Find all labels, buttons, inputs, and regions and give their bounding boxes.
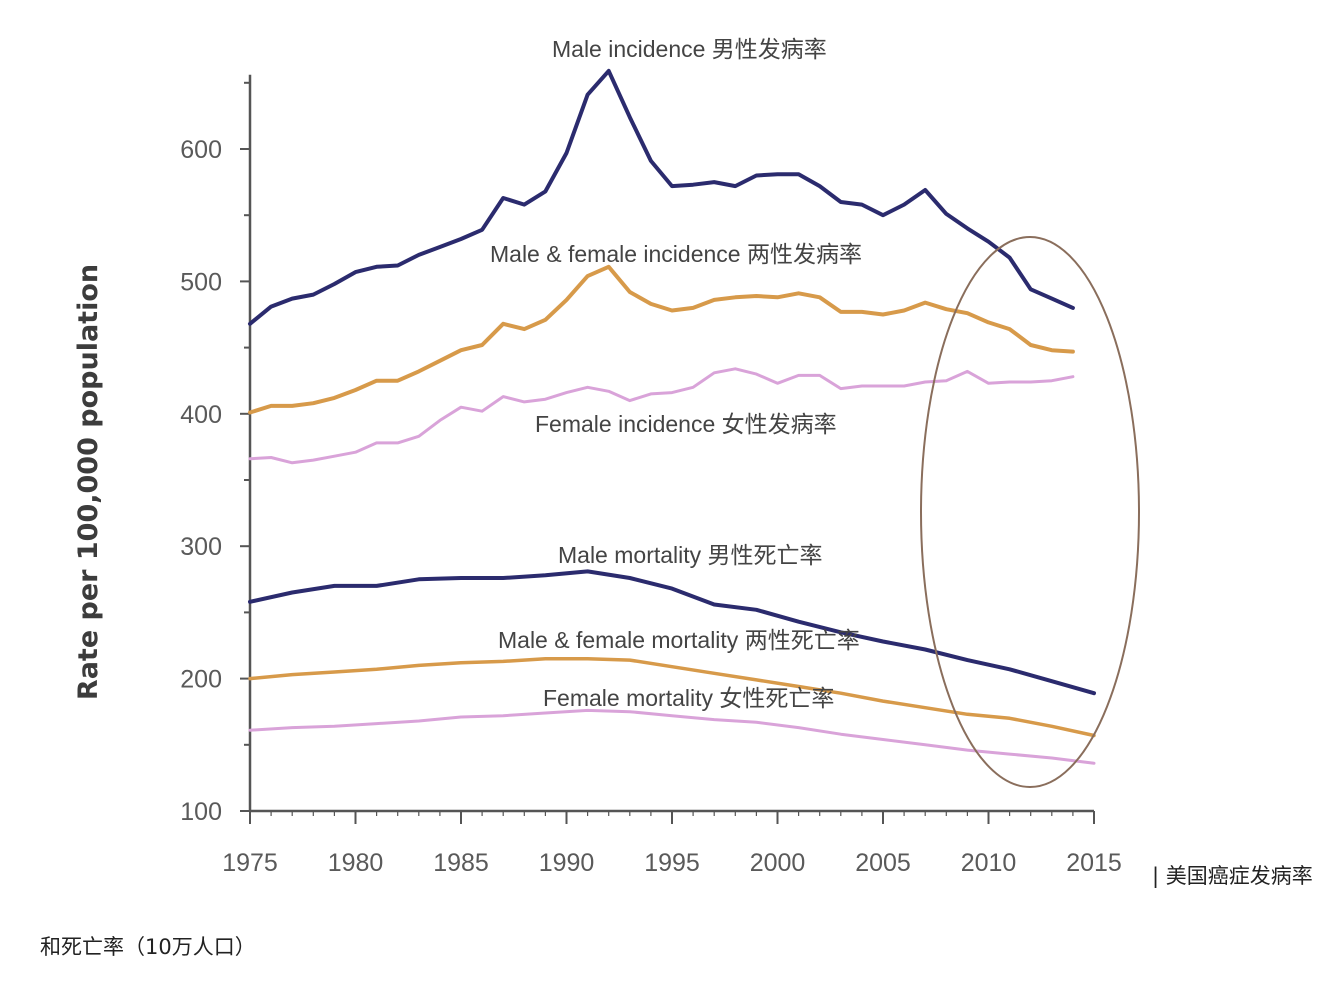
series-line-male-incidence [248, 68, 1075, 326]
x-tick-label: 1980 [328, 849, 384, 877]
x-tick-label: 2010 [961, 849, 1017, 877]
y-tick-label: 600 [180, 136, 222, 164]
series-line-both-incidence [248, 264, 1075, 415]
y-tick-label: 400 [180, 401, 222, 429]
series-label-male-mortality: Male mortality 男性死亡率 [558, 542, 823, 568]
series-label-male-incidence: Male incidence 男性发病率 [552, 36, 827, 62]
x-tick-label: 1990 [539, 849, 595, 877]
x-tick-label: 1985 [433, 849, 489, 877]
y-axis-label: Rate per 100,000 population [73, 264, 104, 700]
caption-right: | 美国癌症发病率 [1152, 864, 1313, 888]
x-tick-label: 2005 [855, 849, 911, 877]
y-tick-label: 300 [180, 533, 222, 561]
series-label-both-mortality: Male & female mortality 两性死亡率 [498, 627, 860, 653]
x-tick-label: 1975 [222, 849, 278, 877]
series-layer [248, 68, 1096, 765]
y-tick-label: 500 [180, 268, 222, 296]
axes: 100 200 300 400 500 600 1975 1980 1985 1990 1995 20… [180, 74, 1122, 877]
series-label-female-incidence: Female incidence 女性发病率 [535, 411, 837, 437]
series-label-both-incidence: Male & female incidence 两性发病率 [490, 241, 862, 267]
caption-left: 和死亡率（10万人口） [40, 935, 256, 959]
x-tick-label: 2015 [1066, 849, 1122, 877]
x-tick-label: 2000 [750, 849, 806, 877]
highlight-ellipse [920, 236, 1140, 788]
series-label-female-mortality: Female mortality 女性死亡率 [543, 685, 834, 711]
series-line-male-mortality [248, 569, 1096, 696]
series-line-both-mortality [248, 656, 1096, 738]
y-tick-label: 100 [180, 798, 222, 826]
series-labels: Male incidence 男性发病率 Male & female incid… [490, 36, 862, 711]
series-line-female-incidence [248, 367, 1075, 465]
series-line-female-mortality [248, 708, 1096, 765]
x-tick-label: 1995 [644, 849, 700, 877]
y-tick-label: 200 [180, 666, 222, 694]
